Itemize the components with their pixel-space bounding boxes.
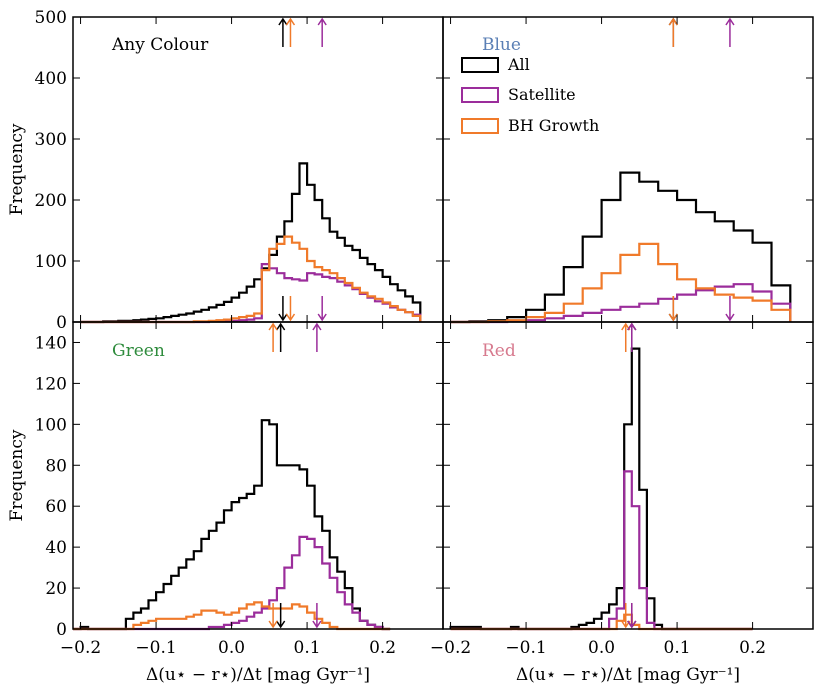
- y-tick-label: 0: [56, 620, 67, 640]
- panel-title: Any Colour: [111, 35, 209, 55]
- median-arrow-top-bh-growth: [668, 17, 678, 47]
- panel-green: 0 20 40 60 80 100 120 140 −0.2 −0.1 0.0 0.1 0.2 Green…: [7, 321, 444, 685]
- y-tick-label: 100: [35, 252, 67, 272]
- median-arrow-top-all: [278, 17, 288, 47]
- histogram-all: [450, 171, 792, 324]
- median-arrow-top-satellite: [627, 322, 637, 352]
- median-arrow-bottom-all: [276, 603, 286, 629]
- histogram-all: [73, 419, 391, 631]
- x-tick-label: −0.1: [505, 638, 546, 658]
- median-arrow-top-satellite: [312, 322, 322, 352]
- median-arrow-bottom-all: [278, 296, 288, 322]
- y-tick-label: 0: [56, 313, 67, 333]
- y-axis-label: Frequency: [7, 123, 27, 215]
- x-tick-label: −0.2: [60, 638, 101, 658]
- legend-label-bh-growth: BH Growth: [508, 116, 599, 135]
- panel-red: −0.2 −0.1 0.0 0.1 0.2 Red Δ(u⋆ − r⋆)/Δt [mag G…: [430, 321, 814, 685]
- x-tick-label: 0.0: [588, 638, 615, 658]
- panel-any-colour: 0 100 200 300 400 500 Any Colour Frequency: [7, 8, 444, 333]
- y-tick-label: 300: [35, 130, 67, 150]
- median-arrow-bottom-bh-growth: [268, 603, 278, 629]
- x-tick-label: 0.2: [369, 638, 396, 658]
- y-tick-label: 500: [35, 8, 67, 28]
- legend-swatch-bh-growth: [461, 118, 499, 134]
- histogram-bh-growth: [73, 601, 391, 631]
- y-tick-label: 400: [35, 69, 67, 89]
- median-arrow-top-satellite: [317, 17, 327, 47]
- legend-swatch-satellite: [461, 87, 499, 103]
- legend-label-all: All: [507, 55, 530, 74]
- y-axis-label: Frequency: [7, 429, 27, 521]
- median-arrow-bottom-satellite: [317, 296, 327, 322]
- median-arrow-bottom-satellite: [627, 603, 637, 629]
- y-tick-label: 200: [35, 191, 67, 211]
- histogram-bh-growth: [80, 235, 422, 324]
- y-tick-label: 80: [45, 456, 67, 476]
- legend-label-satellite: Satellite: [508, 85, 576, 104]
- median-arrow-bottom-satellite: [725, 296, 735, 322]
- median-arrow-bottom-satellite: [312, 603, 322, 629]
- x-tick-label: −0.2: [430, 638, 471, 658]
- panel-title: Green: [112, 341, 165, 361]
- y-tick-label: 120: [35, 374, 67, 394]
- panel-title: Red: [482, 341, 516, 361]
- x-axis-label: Δ(u⋆ − r⋆)/Δt [mag Gyr⁻¹]: [146, 665, 370, 685]
- histogram-satellite: [80, 263, 422, 324]
- y-tick-label: 40: [45, 538, 67, 558]
- x-tick-label: 0.1: [294, 638, 321, 658]
- y-tick-label: 20: [45, 579, 67, 599]
- panel-blue: Blue: [442, 16, 814, 324]
- median-arrow-top-satellite: [725, 17, 735, 47]
- x-tick-label: 0.1: [664, 638, 691, 658]
- y-tick-label: 100: [35, 415, 67, 435]
- x-tick-label: −0.1: [135, 638, 176, 658]
- panel-title: Blue: [482, 35, 521, 55]
- median-arrow-bottom-bh-growth: [668, 296, 678, 322]
- legend: All Satellite BH Growth: [461, 55, 599, 135]
- panel-frame: [442, 321, 814, 630]
- median-arrow-top-bh-growth: [285, 17, 296, 47]
- median-arrow-top-bh-growth: [268, 322, 278, 352]
- x-axis-label: Δ(u⋆ − r⋆)/Δt [mag Gyr⁻¹]: [516, 665, 740, 685]
- median-arrow-top-all: [276, 322, 286, 352]
- y-tick-label: 60: [45, 497, 67, 517]
- panel-frame: [72, 321, 444, 630]
- histogram-satellite: [450, 283, 792, 324]
- x-tick-label: 0.2: [739, 638, 766, 658]
- x-tick-label: 0.0: [218, 638, 245, 658]
- histogram-bh-growth: [450, 242, 792, 324]
- histogram-all: [449, 347, 753, 631]
- y-tick-label: 140: [35, 333, 67, 353]
- legend-swatch-all: [461, 57, 499, 73]
- histogram-satellite: [450, 470, 753, 631]
- median-arrow-bottom-bh-growth: [285, 296, 296, 322]
